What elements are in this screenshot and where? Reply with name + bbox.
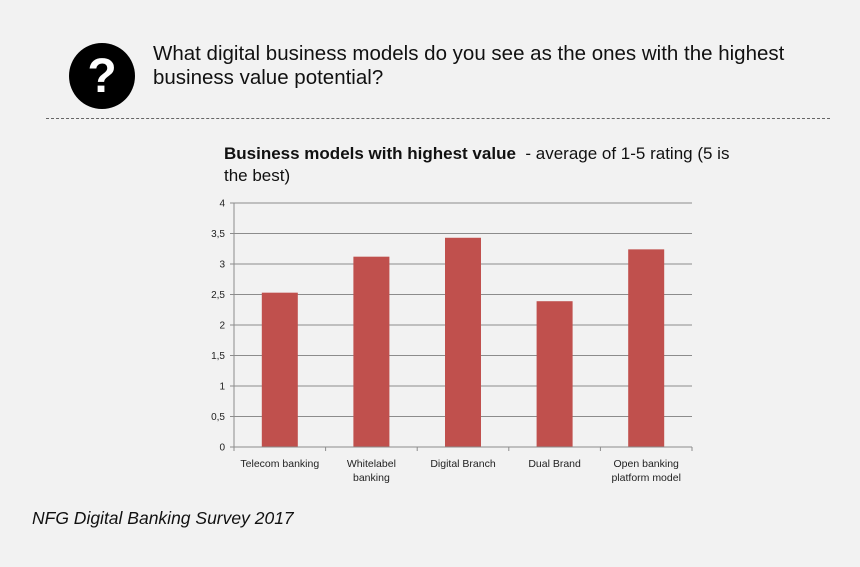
question-text: What digital business models do you see … (153, 42, 785, 89)
bar-4 (536, 301, 573, 447)
bar-1 (261, 292, 298, 447)
y-tick-label: 3,5 (211, 229, 225, 240)
category-label: Telecom banking (240, 458, 319, 470)
source-caption: NFG Digital Banking Survey 2017 (32, 508, 294, 528)
bar-2 (353, 256, 390, 447)
bar-3 (445, 237, 481, 447)
y-tick-label: 1,5 (211, 351, 225, 362)
category-label: Open banking platform model (611, 458, 680, 484)
category-label: Digital Branch (430, 458, 496, 470)
category-label: Whitelabel banking (347, 458, 396, 484)
svg-text:?: ? (87, 50, 116, 103)
y-tick-label: 1 (219, 382, 225, 393)
bar-5 (628, 249, 665, 447)
category-label: Dual Brand (528, 458, 581, 470)
y-tick-label: 4 (219, 199, 225, 210)
y-tick-label: 0,5 (211, 412, 225, 423)
y-tick-label: 0 (219, 443, 225, 454)
question-circle-icon: ? (69, 43, 135, 109)
chart-subtitle: - average of 1-5 rating (5 is the best) (224, 144, 730, 185)
dashed-divider (46, 118, 830, 119)
chart-title: Business models with highest value (224, 144, 516, 163)
y-tick-label: 3 (219, 260, 225, 271)
y-tick-label: 2,5 (211, 290, 225, 301)
y-tick-label: 2 (219, 321, 225, 332)
bar-chart: 0 0,5 1 1,5 2 2,5 3 3,5 4 Telecom banking Whitelab… (211, 199, 693, 484)
chart-title-block: Business models with highest value - ave… (224, 143, 744, 187)
